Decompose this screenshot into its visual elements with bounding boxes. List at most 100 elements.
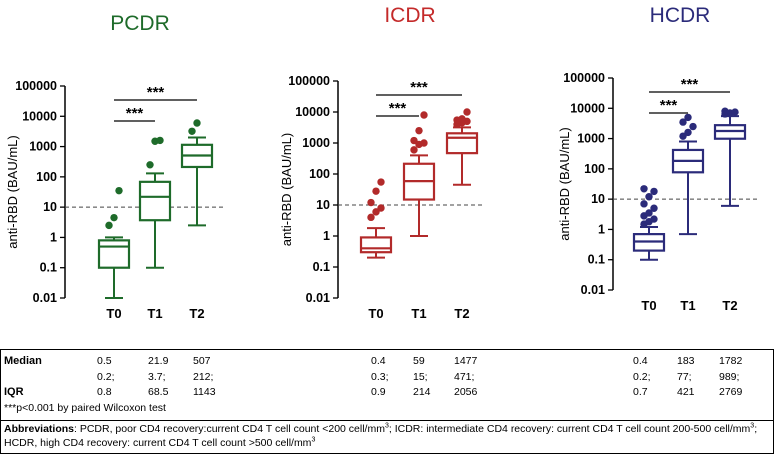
- icdr-y-tick-label: 10000: [295, 105, 330, 119]
- pcdr-y-tick-label: 10: [43, 200, 57, 214]
- hcdr-t2-outlier: [731, 108, 739, 116]
- pcdr-x-tick-label: T2: [189, 306, 204, 321]
- pcdr-t1-box: [138, 180, 172, 222]
- significance-footnote: ***p<0.001 by paired Wilcoxon test: [4, 402, 166, 414]
- hcdr-t1-outlier: [689, 122, 697, 131]
- iqr-row-label: IQR: [4, 386, 24, 398]
- icdr-iqr-high-t2: 2056: [454, 386, 478, 398]
- icdr-median-t2: 1477: [454, 355, 478, 367]
- icdr-y-tick-label: 100000: [288, 74, 330, 88]
- abbreviations-text-3: ; HCDR, high CD4 recovery: current CD4 T…: [4, 423, 758, 449]
- icdr-x-tick-label: T1: [411, 306, 426, 321]
- hcdr-t0-outlier: [645, 209, 653, 217]
- hcdr-median-t0: 0.4: [633, 355, 648, 367]
- hcdr-y-tick-label: 1: [598, 222, 605, 236]
- pcdr-t0-outlier: [105, 221, 113, 230]
- icdr-y-tick-label: 10: [316, 198, 330, 212]
- pcdr-y-tick-label: 10000: [22, 109, 57, 123]
- icdr-iqr-high-t1: 214: [413, 386, 431, 398]
- hcdr-iqr-high-t1: 421: [677, 386, 695, 398]
- icdr-y-tick-label: 100: [309, 167, 330, 181]
- pcdr-y-tick-label: 100000: [15, 79, 57, 93]
- icdr-t0-outlier: [367, 198, 375, 207]
- abbreviations-sup-1: 3: [384, 422, 389, 430]
- median-row: Median 0.5 21.9 507 0.4 59 1477 0.4 183 …: [1, 355, 773, 368]
- hcdr-t1-outlier: [679, 118, 687, 126]
- hcdr-iqr-low-t2: 989;: [719, 371, 740, 383]
- icdr-x-tick-label: T0: [368, 306, 383, 321]
- stats-table-section: Median 0.5 21.9 507 0.4 59 1477 0.4 183 …: [0, 349, 775, 456]
- pcdr-median-t0: 0.5: [97, 355, 112, 367]
- pcdr-significance-label: ***: [126, 105, 144, 122]
- charts-figure: PCDR 0.01 0.1 1 10 100 1000 10000 100000 anti-RBD…: [5, 4, 757, 321]
- icdr-y-tick-label: 0.01: [306, 291, 330, 305]
- pcdr-t1-outlier: [156, 136, 164, 145]
- icdr-t2-outlier: [458, 115, 466, 123]
- icdr-t2-box: [445, 132, 479, 155]
- hcdr-t2-outlier: [721, 107, 729, 115]
- hcdr-t1-outlier: [684, 128, 692, 137]
- icdr-y-axis-label: anti-RBD (BAU/mL): [279, 133, 294, 246]
- hcdr-t0-outlier: [645, 193, 653, 201]
- hcdr-t0-outlier: [650, 215, 658, 223]
- hcdr-y-tick-label: 0.1: [588, 253, 605, 267]
- hcdr-x-tick-label: T0: [641, 298, 656, 313]
- pcdr-x-tick-label: T1: [147, 306, 162, 321]
- icdr-t0-outlier: [377, 204, 385, 212]
- hcdr-y-tick-label: 100: [584, 162, 605, 176]
- abbreviations-sup-2: 3: [750, 422, 755, 430]
- pcdr-median-t2: 507: [193, 355, 211, 367]
- hcdr-y-axis-label: anti-RBD (BAU/mL): [557, 127, 572, 240]
- icdr-x-tick-label: T2: [454, 306, 469, 321]
- pcdr-t1-outlier: [146, 161, 154, 169]
- hcdr-y-tick-label: 1000: [577, 132, 605, 146]
- pcdr-median-t1: 21.9: [148, 355, 169, 367]
- icdr-t1-outlier: [420, 139, 428, 147]
- hcdr-median-t1: 183: [677, 355, 695, 367]
- iqr-row: IQR 0.8 68.5 1143 0.9 214 2056 0.7 421 2…: [1, 386, 773, 399]
- abbreviations-sup-3: 3: [311, 436, 316, 444]
- pcdr-iqr-high-t0: 0.8: [97, 386, 112, 398]
- pcdr-iqr-low-t2: 212;: [193, 371, 214, 383]
- pcdr-t0-box: [97, 239, 131, 269]
- iqr-low-row: 0.2; 3.7; 212; 0.3; 15; 471; 0.2; 77; 98…: [1, 371, 773, 384]
- pcdr-y-tick-label: 100: [36, 170, 57, 184]
- stats-table: Median 0.5 21.9 507 0.4 59 1477 0.4 183 …: [0, 349, 774, 421]
- hcdr-t1-outlier: [684, 113, 692, 122]
- hcdr-x-tick-label: T2: [722, 298, 737, 313]
- pcdr-t2-outlier: [188, 127, 196, 135]
- pcdr-iqr-high-t1: 68.5: [148, 386, 169, 398]
- pcdr-t2-outlier: [193, 119, 201, 127]
- hcdr-iqr-low-t1: 77;: [677, 371, 692, 383]
- icdr-t1-outlier: [415, 126, 423, 135]
- pcdr-significance-label: ***: [147, 84, 165, 101]
- pcdr-y-axis-label: anti-RBD (BAU/mL): [5, 135, 20, 248]
- hcdr-iqr-high-t2: 2769: [719, 386, 743, 398]
- icdr-median-t1: 59: [413, 355, 425, 367]
- icdr-y-tick-label: 0.1: [313, 260, 330, 274]
- hcdr-median-t2: 1782: [719, 355, 743, 367]
- icdr-iqr-low-t0: 0.3;: [371, 371, 389, 383]
- median-row-label: Median: [4, 355, 42, 367]
- icdr-significance-label: ***: [410, 79, 428, 96]
- pcdr-t0-outlier: [110, 213, 118, 222]
- icdr-median-t0: 0.4: [371, 355, 386, 367]
- icdr-iqr-high-t0: 0.9: [371, 386, 386, 398]
- icdr-y-tick-label: 1000: [302, 136, 330, 150]
- hcdr-t0-outlier: [640, 185, 648, 193]
- hcdr-t0-outlier: [650, 187, 658, 196]
- hcdr-significance-label: ***: [681, 76, 699, 93]
- hcdr-chart-title: HCDR: [650, 4, 711, 27]
- icdr-t1-outlier: [420, 111, 428, 119]
- pcdr-x-tick-label: T0: [106, 306, 121, 321]
- pcdr-iqr-low-t0: 0.2;: [97, 371, 115, 383]
- pcdr-y-tick-label: 0.01: [33, 291, 57, 305]
- abbreviations-text-2: ; ICDR: intermediate CD4 recovery: curre…: [388, 423, 751, 435]
- pcdr-iqr-high-t2: 1143: [193, 386, 216, 398]
- icdr-t2-outlier: [463, 108, 471, 116]
- pcdr-chart-title: PCDR: [110, 12, 170, 35]
- icdr-t0-outlier: [377, 178, 385, 186]
- icdr-t0-outlier: [372, 187, 380, 195]
- hcdr-significance-label: ***: [660, 97, 678, 114]
- abbreviations-label: Abbreviations: [4, 423, 75, 435]
